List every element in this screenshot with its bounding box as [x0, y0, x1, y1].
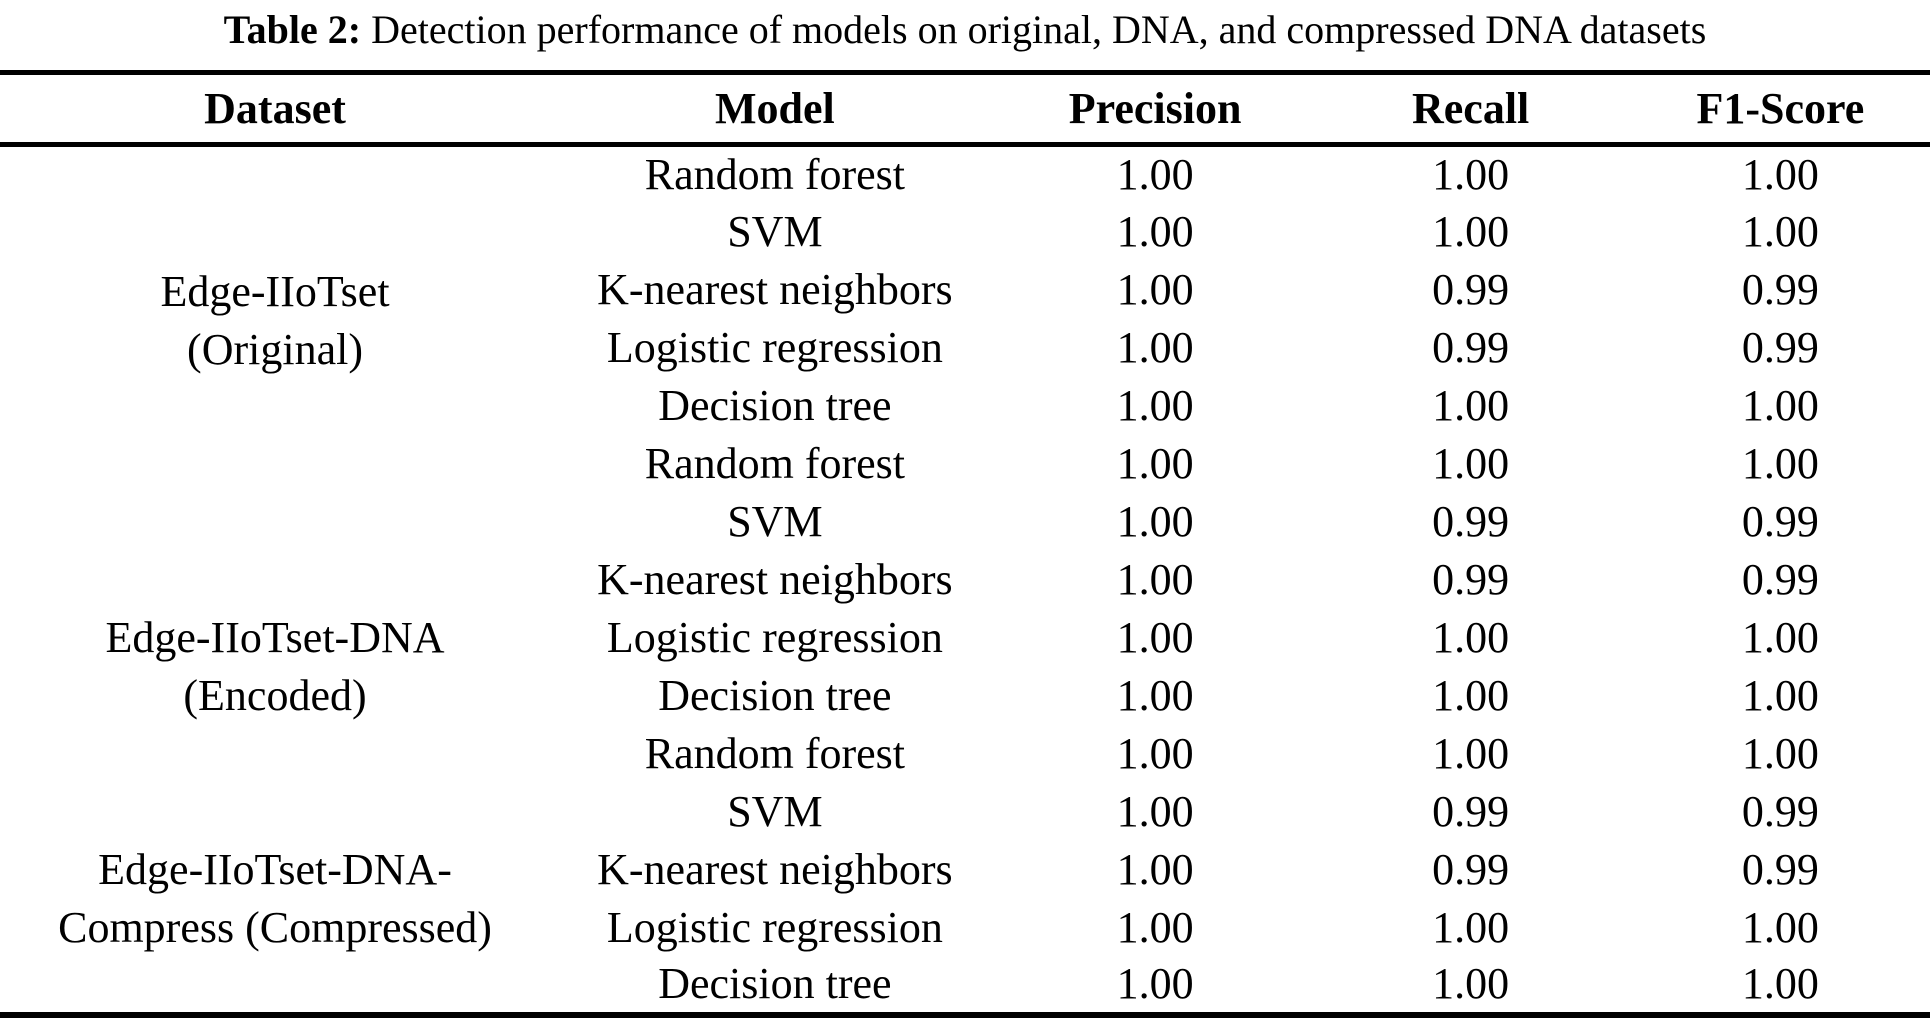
- recall-cell: 1.00: [1432, 612, 1510, 662]
- table-row: Decision tree 1.00 1.00 1.00: [0, 667, 1930, 725]
- dataset-line: Edge-IIoTset: [160, 267, 390, 316]
- f1-score-cell: 1.00: [1741, 149, 1819, 199]
- precision-cell: 1.00: [1116, 380, 1194, 430]
- dataset-cell: Edge-IIoTset-DNA- Compress (Compressed): [0, 725, 550, 1015]
- dataset-label: Edge-IIoTset-DNA (Encoded): [0, 435, 550, 725]
- header-dataset: Dataset: [0, 72, 551, 147]
- precision-cell: 1.00: [1116, 149, 1194, 199]
- dataset-label: Edge-IIoTset (Original): [0, 147, 550, 379]
- f1-score-cell: 1.00: [1741, 380, 1819, 430]
- recall-cell: 1.00: [1432, 728, 1510, 778]
- precision-cell: 1.00: [1116, 902, 1194, 952]
- f1-score-cell: 0.99: [1741, 844, 1819, 894]
- table-row: Edge-IIoTset (Original) Random forest 1.00 1…: [0, 145, 1930, 374]
- table-header: Dataset Model Precision Recall F1-Score: [0, 72, 1930, 147]
- model-cell: Random forest: [644, 149, 906, 199]
- header-recall: Recall: [1310, 72, 1631, 147]
- results-table: Dataset Model Precision Recall F1-Score …: [0, 70, 1930, 1018]
- dataset-line: Edge-IIoTset-DNA: [105, 612, 445, 662]
- table-row: Edge-IIoTset-DNA- Compress (Compressed) Ra…: [0, 725, 1930, 952]
- precision-cell: 1.00: [1116, 438, 1194, 488]
- model-cell: Logistic regression: [606, 902, 943, 952]
- f1-score-cell: 1.00: [1741, 612, 1819, 662]
- model-cell: Decision tree: [658, 670, 892, 720]
- table-caption: Table 2: Detection performance of models…: [0, 0, 1930, 70]
- dataset-line: (Encoded): [183, 670, 367, 720]
- recall-cell: 1.00: [1432, 438, 1510, 488]
- recall-cell: 1.00: [1432, 149, 1510, 199]
- dataset-label: Edge-IIoTset-DNA- Compress (Compressed): [0, 725, 550, 957]
- table-row: SVM 1.00 1.00 1.00: [0, 203, 1930, 261]
- recall-cell: 1.00: [1432, 670, 1510, 720]
- f1-score-cell: 1.00: [1741, 670, 1819, 720]
- f1-score-cell: 1.00: [1741, 902, 1819, 952]
- table-row: K-nearest neighbors 1.00 0.99 0.99: [0, 551, 1930, 609]
- f1-score-cell: 0.99: [1741, 554, 1819, 604]
- dataset-line: Compress (Compressed): [58, 902, 492, 952]
- header-f1-score: F1-Score: [1630, 72, 1930, 147]
- precision-cell: 1.00: [1116, 496, 1194, 546]
- f1-score-cell: 0.99: [1741, 264, 1819, 314]
- precision-cell: 1.00: [1116, 612, 1194, 662]
- recall-cell: 0.99: [1432, 264, 1510, 314]
- table-row: Logistic regression 1.00 1.00 1.00: [0, 609, 1930, 667]
- f1-score-cell: 1.00: [1741, 438, 1819, 488]
- header-row: Dataset Model Precision Recall F1-Score: [0, 72, 1930, 147]
- recall-cell: 1.00: [1432, 206, 1510, 256]
- table-row: Decision tree 1.00 1.00 1.00: [0, 957, 1930, 1015]
- dataset-cell: Edge-IIoTset-DNA (Encoded): [0, 435, 550, 725]
- table-row: Logistic regression 1.00 0.99 0.99: [0, 319, 1930, 377]
- table-caption-text: Detection performance of models on origi…: [361, 7, 1707, 52]
- header-model: Model: [550, 72, 1000, 147]
- dataset-cell: Edge-IIoTset (Original): [0, 145, 550, 435]
- recall-cell: 0.99: [1432, 786, 1510, 836]
- table-row: K-nearest neighbors 1.00 0.99 0.99: [0, 841, 1930, 899]
- precision-cell: 1.00: [1116, 786, 1194, 836]
- table-row: SVM 1.00 0.99 0.99: [0, 493, 1930, 551]
- model-cell: K-nearest neighbors: [597, 554, 953, 604]
- recall-cell: 0.99: [1432, 322, 1510, 372]
- model-cell: Random forest: [644, 438, 906, 488]
- model-cell: Logistic regression: [606, 612, 943, 662]
- f1-score-cell: 0.99: [1741, 496, 1819, 546]
- precision-cell: 1.00: [1116, 844, 1194, 894]
- precision-cell: 1.00: [1116, 554, 1194, 604]
- recall-cell: 1.00: [1432, 959, 1510, 1008]
- model-cell: SVM: [727, 786, 823, 836]
- precision-cell: 1.00: [1116, 322, 1194, 372]
- model-cell: K-nearest neighbors: [597, 264, 953, 314]
- model-cell: Logistic regression: [606, 322, 943, 372]
- header-precision: Precision: [999, 72, 1311, 147]
- model-cell: Random forest: [644, 728, 906, 778]
- model-cell: SVM: [727, 496, 823, 546]
- recall-cell: 0.99: [1432, 496, 1510, 546]
- model-cell: Decision tree: [658, 380, 892, 430]
- dataset-line: Edge-IIoTset-DNA-: [98, 844, 452, 894]
- recall-cell: 0.99: [1432, 844, 1510, 894]
- table-body: Edge-IIoTset (Original) Random forest 1.00 1…: [0, 145, 1930, 1015]
- precision-cell: 1.00: [1116, 670, 1194, 720]
- table-caption-label: Table 2:: [223, 7, 362, 52]
- table-row: Decision tree 1.00 1.00 1.00: [0, 377, 1930, 435]
- model-cell: K-nearest neighbors: [597, 844, 953, 894]
- recall-cell: 0.99: [1432, 554, 1510, 604]
- precision-cell: 1.00: [1116, 264, 1194, 314]
- recall-cell: 1.00: [1432, 380, 1510, 430]
- precision-cell: 1.00: [1116, 728, 1194, 778]
- precision-cell: 1.00: [1116, 959, 1194, 1008]
- model-cell: SVM: [727, 206, 823, 256]
- f1-score-cell: 1.00: [1741, 728, 1819, 778]
- f1-score-cell: 0.99: [1741, 322, 1819, 372]
- f1-score-cell: 1.00: [1741, 206, 1819, 256]
- f1-score-cell: 1.00: [1741, 959, 1819, 1008]
- table-row: Logistic regression 1.00 1.00 1.00: [0, 899, 1930, 957]
- f1-score-cell: 0.99: [1741, 786, 1819, 836]
- precision-cell: 1.00: [1116, 206, 1194, 256]
- table-row: SVM 1.00 0.99 0.99: [0, 783, 1930, 841]
- recall-cell: 1.00: [1432, 902, 1510, 952]
- model-cell: Decision tree: [658, 959, 892, 1008]
- table-row: Edge-IIoTset-DNA (Encoded) Random forest 1.…: [0, 435, 1930, 720]
- table-row: K-nearest neighbors 1.00 0.99 0.99: [0, 261, 1930, 319]
- dataset-line: (Original): [187, 325, 363, 374]
